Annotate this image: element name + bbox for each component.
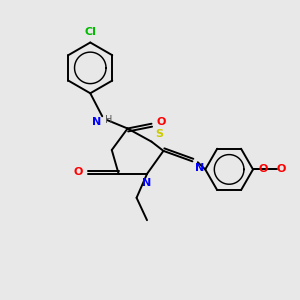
Text: O: O bbox=[73, 167, 83, 177]
Text: Cl: Cl bbox=[84, 27, 96, 37]
Text: S: S bbox=[155, 129, 163, 139]
Text: O: O bbox=[259, 164, 268, 174]
Text: O: O bbox=[276, 164, 286, 174]
Text: N: N bbox=[195, 163, 205, 173]
Text: O: O bbox=[157, 117, 166, 127]
Text: H: H bbox=[105, 115, 112, 125]
Text: N: N bbox=[142, 178, 152, 188]
Text: N: N bbox=[92, 117, 101, 127]
